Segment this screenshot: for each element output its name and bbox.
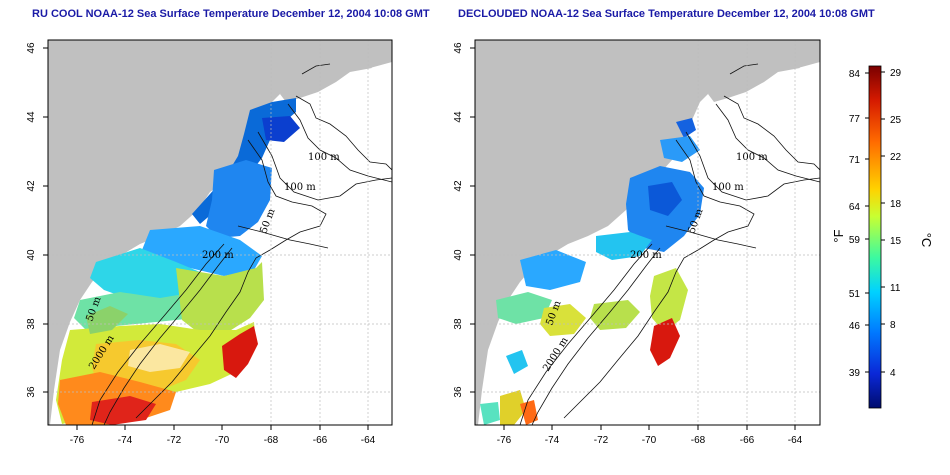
colorbar-c-tick: 15 — [890, 236, 902, 247]
left-lat-tick: 38 — [26, 318, 37, 330]
temperature-colorbar: 84 77 71 64 59 51 46 39 29 25 22 18 15 1… — [831, 65, 934, 409]
left-frame — [47, 39, 393, 426]
right-lat-tick: 40 — [453, 249, 464, 261]
colorbar-f-tick: 39 — [849, 368, 861, 379]
right-nova-scotia — [708, 52, 800, 102]
left-tick-marks — [43, 47, 369, 430]
left-lon-tick: -74 — [118, 435, 133, 446]
right-lat-tick: 36 — [453, 386, 464, 398]
colorbar-c-tick: 25 — [890, 115, 902, 126]
left-lon-tick: -64 — [361, 435, 376, 446]
left-label-100m-b: 100 m — [284, 182, 316, 193]
right-lon-tick: -68 — [691, 435, 706, 446]
right-label-100m-b: 100 m — [712, 182, 744, 193]
colorbar-c-tick: 22 — [890, 152, 902, 163]
right-gridlines — [475, 40, 820, 425]
left-lon-tick: -68 — [264, 435, 279, 446]
colorbar-f-tick: 51 — [849, 289, 861, 300]
colorbar-c-tick: 8 — [890, 320, 896, 331]
left-lat-tick: 40 — [26, 249, 37, 261]
left-lon-tick: -72 — [167, 435, 182, 446]
left-gridlines — [48, 40, 392, 425]
right-map-title: DECLOUDED NOAA-12 Sea Surface Temperatur… — [458, 8, 875, 20]
right-lat-tick: 46 — [453, 42, 464, 54]
right-map-panel: 100 m 100 m 200 m 50 m 50 m 2000 m -76 -… — [453, 39, 821, 446]
colorbar-f-tick: 71 — [849, 155, 861, 166]
left-label-200m: 200 m — [202, 250, 234, 261]
right-label-200m: 200 m — [630, 250, 662, 261]
left-isobaths — [91, 63, 392, 425]
right-lat-tick: 38 — [453, 318, 464, 330]
colorbar-c-tick: 11 — [890, 283, 901, 294]
colorbar-c-tick: 29 — [890, 68, 902, 79]
colorbar-f-tick: 46 — [849, 321, 861, 332]
right-lon-tick: -74 — [545, 435, 560, 446]
left-map-title: RU COOL NOAA-12 Sea Surface Temperature … — [32, 8, 430, 20]
colorbar-gradient — [868, 65, 882, 409]
right-lon-tick: -72 — [594, 435, 609, 446]
colorbar-f-tick: 84 — [849, 69, 861, 80]
left-lon-tick: -66 — [313, 435, 328, 446]
right-lat-tick: 42 — [453, 180, 464, 192]
left-nova-scotia — [280, 52, 372, 102]
right-isobaths — [519, 63, 820, 425]
left-sst-field — [56, 98, 300, 425]
right-tick-marks — [470, 47, 796, 430]
right-lat-tick: 44 — [453, 111, 464, 123]
left-lon-tick: -70 — [215, 435, 230, 446]
colorbar-c-tick: 18 — [890, 199, 902, 210]
colorbar-fahrenheit-label: °F — [831, 229, 846, 242]
right-lon-tick: -64 — [788, 435, 803, 446]
colorbar-tick-marks — [865, 71, 885, 373]
left-lat-tick: 46 — [26, 42, 37, 54]
left-land — [48, 40, 392, 425]
colorbar-f-tick: 59 — [849, 235, 861, 246]
right-lon-tick: -70 — [642, 435, 657, 446]
right-lon-tick: -76 — [497, 435, 512, 446]
colorbar-c-tick: 4 — [890, 368, 896, 379]
left-lon-tick: -76 — [70, 435, 85, 446]
colorbar-f-tick: 77 — [849, 114, 861, 125]
colorbar-celsius-label: °C — [919, 233, 934, 248]
colorbar-f-tick: 64 — [849, 202, 861, 213]
left-map-panel: 100 m 100 m 200 m 50 m 50 m 2000 m -76 -… — [26, 39, 393, 446]
right-label-100m-a: 100 m — [736, 152, 768, 163]
left-lat-tick: 36 — [26, 386, 37, 398]
right-frame — [474, 39, 821, 426]
left-lat-tick: 42 — [26, 180, 37, 192]
right-land — [475, 40, 820, 425]
right-lon-tick: -66 — [740, 435, 755, 446]
left-lat-tick: 44 — [26, 111, 37, 123]
left-label-100m-a: 100 m — [308, 152, 340, 163]
